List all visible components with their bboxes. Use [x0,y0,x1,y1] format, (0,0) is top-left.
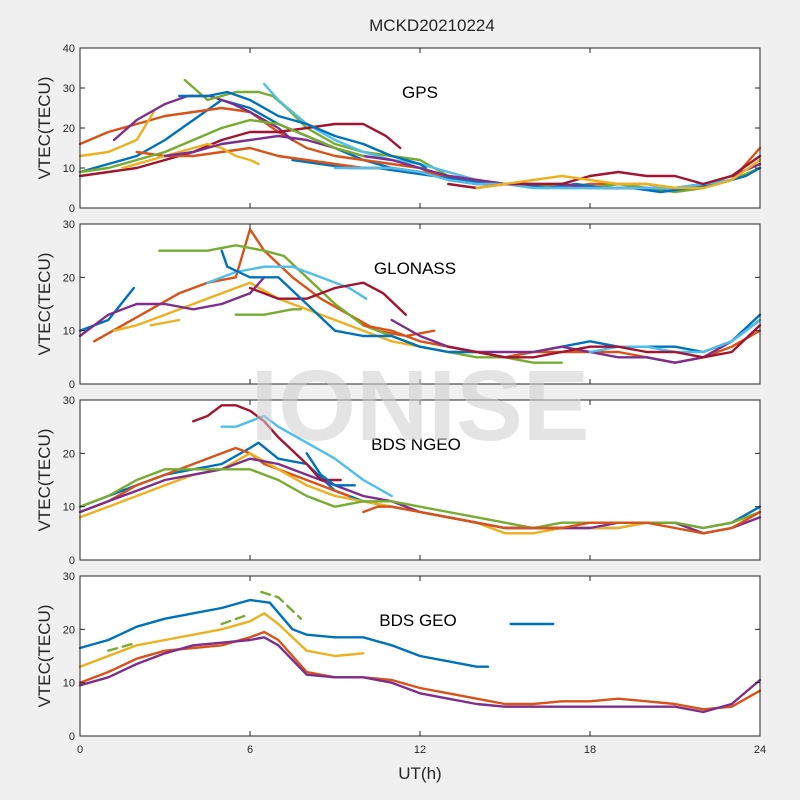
series-group [78,228,762,364]
series-line-6 [220,414,393,498]
series-line-11 [234,308,303,316]
y-axis-label: VTEC(TECU) [35,429,54,532]
series-group [78,590,762,714]
panel-label: BDS GEO [379,611,456,630]
series-line-3 [78,612,365,668]
series-line-5 [158,244,563,364]
panel-1: 0 10 20 30 40 VTEC(TECU) GPS [35,43,762,215]
y-tick-label: 40 [63,43,75,55]
plot-area [80,48,760,208]
x-tick-label: 18 [584,744,596,756]
y-axis-label: VTEC(TECU) [35,77,54,180]
y-tick-label: 30 [63,219,75,231]
y-tick-label: 0 [69,203,75,215]
series-line-13 [149,318,181,327]
series-line-1 [78,598,490,668]
series-line-13 [333,166,733,190]
panel-4: 0 10 20 30 0 6 12 18 24 VTEC(TECU) BDS GEO [35,571,766,756]
series-line-12 [78,118,365,174]
series-line-7 [192,404,342,482]
y-tick-label: 10 [63,502,75,514]
series-line-6 [263,82,507,186]
x-tick-label: 6 [247,744,253,756]
series-line-4 [78,630,762,711]
y-tick-label: 20 [63,123,75,135]
x-tick-label: 0 [77,744,83,756]
panel-label: BDS NGEO [371,435,461,454]
y-tick-label: 10 [63,326,75,338]
series-line-7 [248,281,407,316]
y-tick-label: 0 [69,555,75,567]
x-tick-label: 24 [754,744,766,756]
y-tick-label: 20 [63,272,75,284]
series-line-6 [206,265,368,300]
plot-area [80,400,760,560]
series-line-1 [78,286,135,332]
series-line-2 [78,446,351,514]
series-line-4 [78,276,266,338]
series-line-8 [260,590,303,620]
series-line-8 [362,505,762,535]
panel-2: 0 10 20 30 VTEC(TECU) GLONASS [35,219,762,391]
x-axis-label: UT(h) [398,764,441,783]
series-line-16 [475,158,762,190]
series-line-6 [107,641,138,652]
series-line-9 [305,452,356,487]
series-group [78,78,762,194]
series-line-15 [178,90,427,170]
y-tick-label: 30 [63,83,75,95]
y-tick-label: 0 [69,379,75,391]
panel-3: 0 10 20 30 VTEC(TECU) BDS NGEO [35,395,762,567]
series-group [78,404,762,535]
panel-label: GPS [402,83,438,102]
series-line-3 [78,110,155,158]
panel-label: GLONASS [374,259,456,278]
y-tick-label: 0 [69,731,75,743]
y-axis-label: VTEC(TECU) [35,605,54,708]
y-tick-label: 20 [63,448,75,460]
series-line-5 [78,636,762,714]
panels: 0 10 20 30 40 VTEC(TECU) GPS 0 10 20 30 VTEC(TECU) G… [35,43,766,756]
y-tick-label: 30 [63,395,75,407]
y-axis-label: VTEC(TECU) [35,253,54,356]
watermark: IONISE [251,350,590,462]
y-tick-label: 20 [63,624,75,636]
figure-title: MCKD20210224 [369,16,495,35]
x-tick-label: 12 [414,744,426,756]
y-tick-label: 10 [63,163,75,175]
y-tick-label: 10 [63,678,75,690]
series-line-7 [78,122,402,178]
y-tick-label: 30 [63,571,75,583]
series-line-7 [220,614,246,626]
series-line-14 [447,324,762,359]
